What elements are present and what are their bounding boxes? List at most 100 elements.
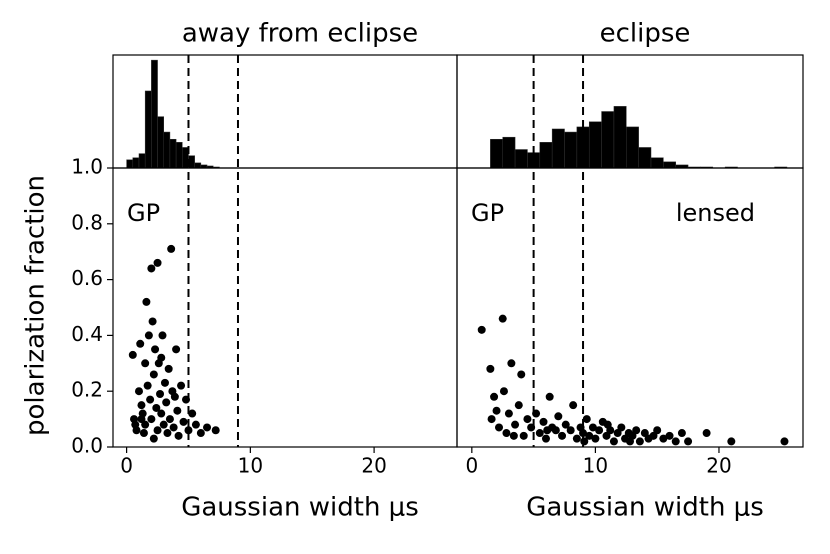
point <box>144 331 153 340</box>
point <box>169 423 178 432</box>
point <box>626 437 634 446</box>
point <box>561 420 570 429</box>
hist-bar <box>626 126 639 169</box>
point <box>158 331 167 340</box>
hist-bar <box>126 159 134 169</box>
x-tick-label: 10 <box>583 454 608 478</box>
hist-bar <box>539 142 553 169</box>
point <box>191 420 200 429</box>
point <box>128 350 137 359</box>
point <box>177 381 186 390</box>
y-tick-label: 1.0 <box>71 155 103 179</box>
hist-bar <box>551 128 565 169</box>
y-tick-label: 0.0 <box>71 434 103 458</box>
plot-frame <box>456 167 804 448</box>
point <box>490 392 499 401</box>
point <box>152 403 161 412</box>
point <box>551 426 560 435</box>
point <box>519 431 528 440</box>
point <box>151 345 160 354</box>
point <box>517 370 526 379</box>
point <box>502 429 511 438</box>
hist-bar <box>151 59 158 169</box>
x-tick-label: 20 <box>361 454 386 478</box>
hist-bar <box>638 147 652 169</box>
x-tick-label: 0 <box>465 454 478 478</box>
hist-bar <box>132 157 140 169</box>
hist-bar <box>144 90 152 169</box>
point <box>172 345 181 354</box>
point <box>132 426 141 435</box>
point <box>477 325 486 334</box>
x-tick-label: 0 <box>120 454 133 478</box>
hist-bar <box>157 116 164 169</box>
point <box>684 437 693 446</box>
point <box>572 434 581 443</box>
hist-bar <box>490 138 503 169</box>
annotation: GP <box>471 199 504 227</box>
hist-bar <box>601 111 615 169</box>
point <box>495 423 504 432</box>
point <box>582 415 591 424</box>
point <box>153 426 162 435</box>
point <box>160 378 169 387</box>
point <box>514 401 523 410</box>
point <box>147 415 156 424</box>
point <box>511 420 520 429</box>
point <box>142 297 151 306</box>
point <box>179 417 188 426</box>
point <box>504 409 513 418</box>
point <box>580 437 589 446</box>
point <box>499 387 508 396</box>
point <box>509 431 518 440</box>
point <box>136 339 145 348</box>
point <box>211 426 220 435</box>
hist-bar <box>163 131 171 169</box>
point <box>569 401 578 410</box>
point <box>635 437 644 446</box>
point <box>167 244 176 253</box>
x-axis-label: Gaussian width μs <box>526 493 764 523</box>
y-axis-label: polarization fraction <box>21 175 51 436</box>
point <box>165 415 174 424</box>
point <box>653 426 662 435</box>
point <box>487 415 496 424</box>
point <box>153 258 162 267</box>
x-axis-label: Gaussian width μs <box>181 493 419 523</box>
point <box>157 409 166 418</box>
annotation: lensed <box>676 199 755 227</box>
point <box>196 429 205 438</box>
point <box>163 429 172 438</box>
point <box>609 437 618 446</box>
y-tick-label: 0.6 <box>71 266 103 290</box>
point <box>141 359 150 368</box>
hist-bar <box>175 142 183 169</box>
hist-bar <box>613 106 627 169</box>
point <box>492 406 501 415</box>
point <box>535 429 544 438</box>
y-tick-label: 0.4 <box>71 322 103 346</box>
point <box>671 437 680 446</box>
point <box>545 392 554 401</box>
point <box>617 423 626 432</box>
hist-bar <box>502 136 516 169</box>
point <box>677 429 686 438</box>
y-tick-label: 0.8 <box>71 210 103 234</box>
point <box>585 431 594 440</box>
point <box>139 429 148 438</box>
point <box>188 409 197 418</box>
hist-bar <box>588 121 602 169</box>
point <box>727 437 736 446</box>
point <box>566 426 575 435</box>
point <box>780 437 789 446</box>
point <box>595 426 604 435</box>
point <box>170 392 179 401</box>
point <box>554 412 563 421</box>
point <box>134 387 143 396</box>
hist-bar <box>650 157 664 169</box>
point <box>149 434 158 443</box>
panel-title: eclipse <box>600 19 691 49</box>
hist-bar <box>663 161 676 169</box>
point <box>137 415 146 424</box>
y-tick-label: 0.2 <box>71 378 103 402</box>
